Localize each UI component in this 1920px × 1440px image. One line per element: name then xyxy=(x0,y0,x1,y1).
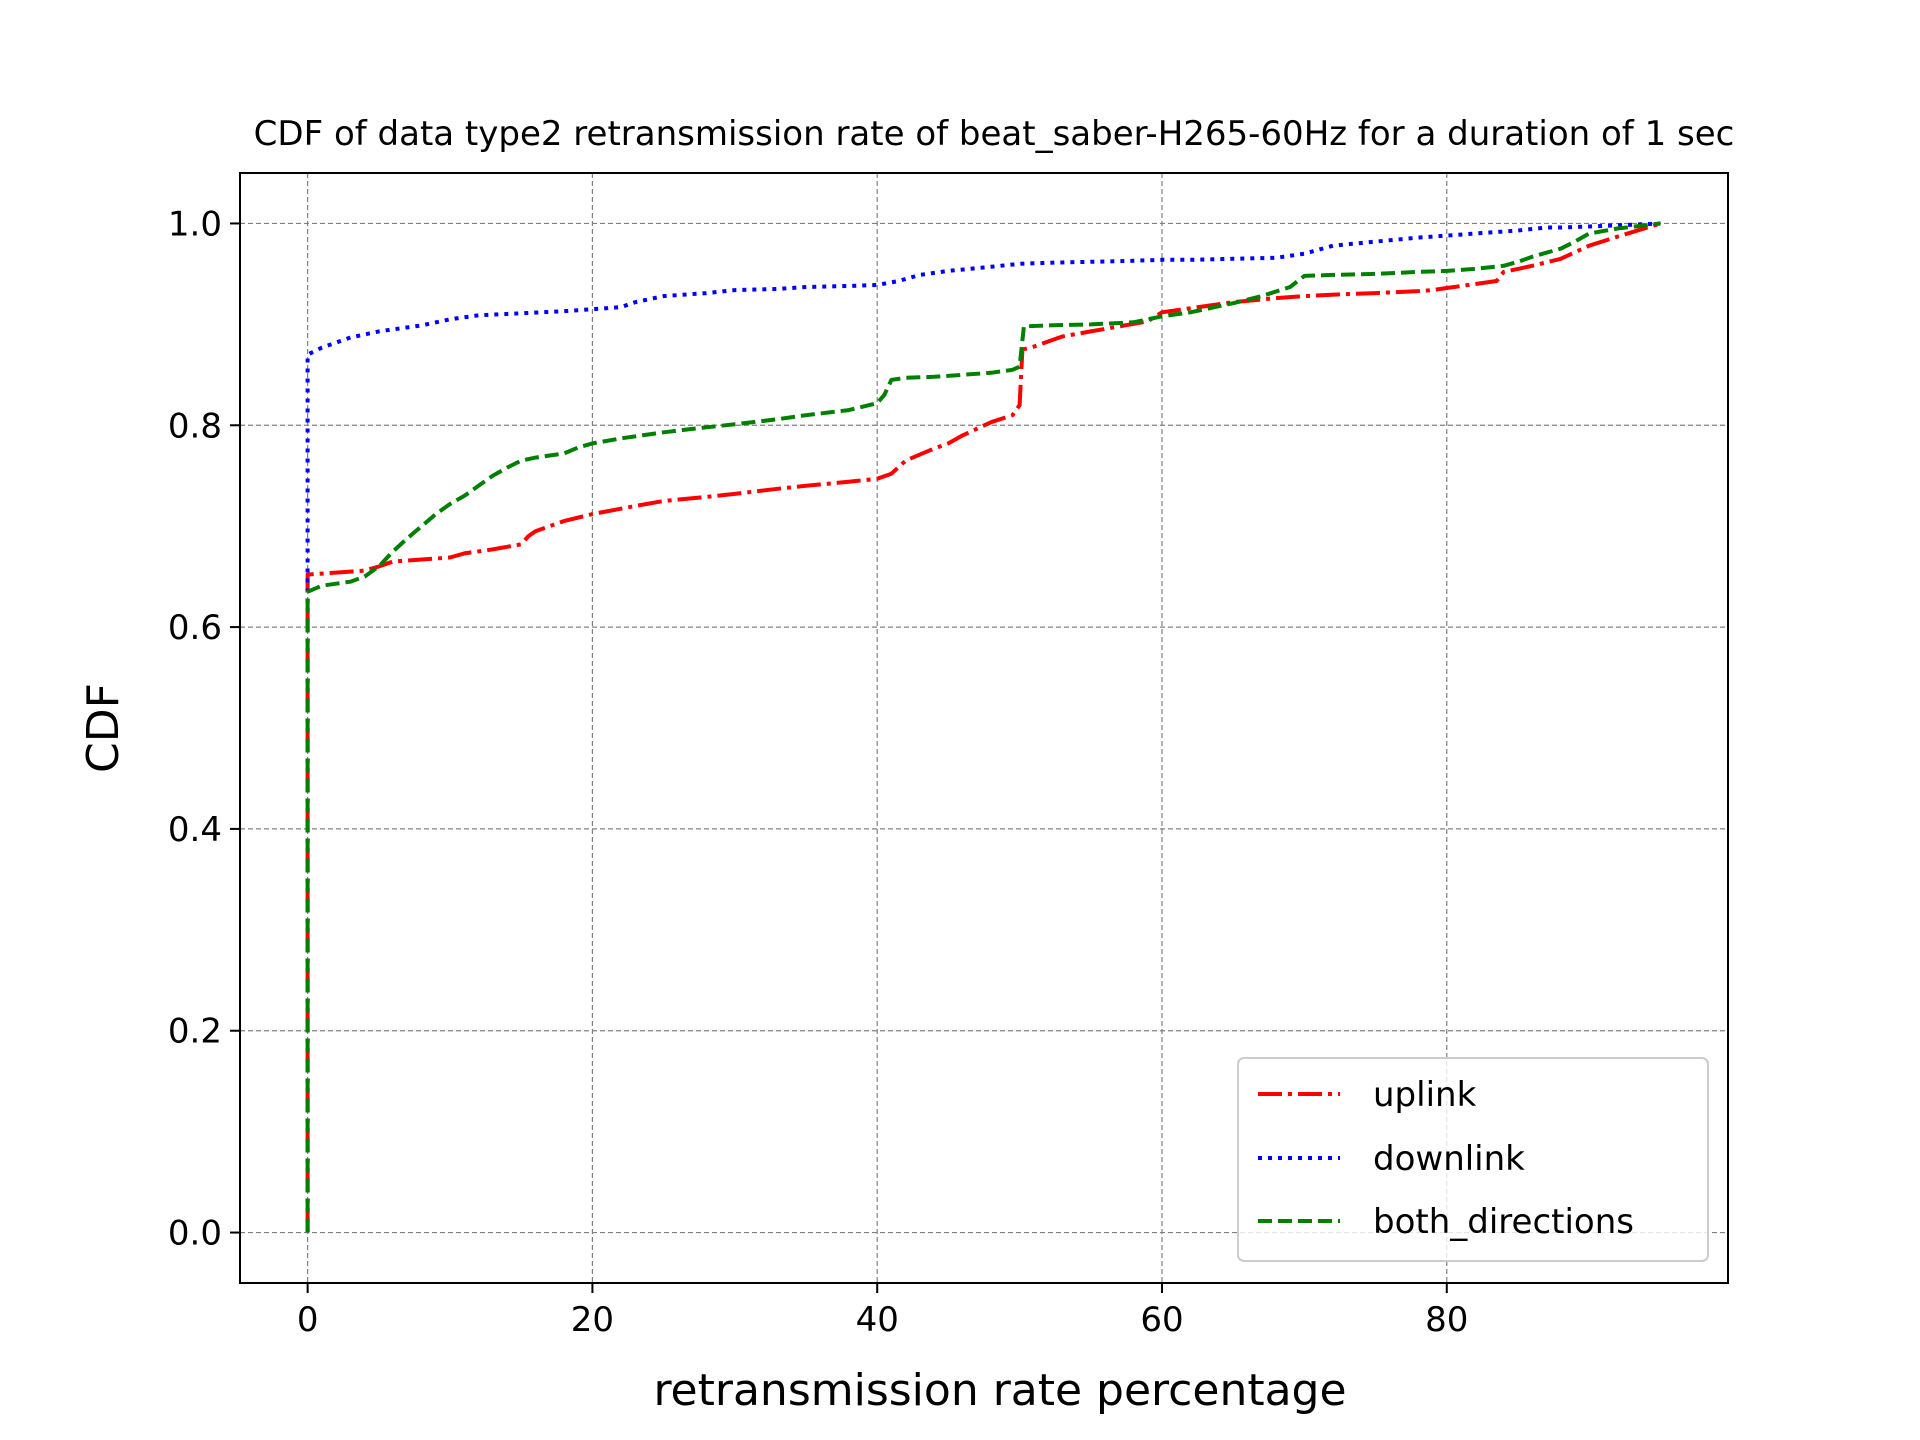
x-axis: 0 20 40 60 80 xyxy=(297,1283,1468,1340)
legend-box xyxy=(1237,1057,1709,1262)
y-tick-label: 1.0 xyxy=(168,204,222,244)
series-line-uplink xyxy=(305,221,1661,1233)
legend-label-both-directions: both_directions xyxy=(1373,1202,1634,1242)
y-tick-label: 0.0 xyxy=(168,1214,222,1254)
legend: uplink downlink both_directions xyxy=(1237,1057,1709,1262)
y-tick-label: 0.2 xyxy=(168,1012,222,1052)
plot-frame xyxy=(239,172,1729,1284)
x-tick-label: 20 xyxy=(571,1300,614,1340)
y-axis: 0.0 0.2 0.4 0.6 0.8 1.0 xyxy=(168,204,240,1254)
grid xyxy=(240,173,1728,1283)
y-tick-label: 0.8 xyxy=(168,406,222,446)
series-layer xyxy=(305,221,1661,1233)
x-tick-label: 60 xyxy=(1140,1300,1183,1340)
series-line-both-directions xyxy=(305,221,1661,1233)
x-axis-label: retransmission rate percentage xyxy=(653,1365,1346,1416)
legend-label-downlink: downlink xyxy=(1373,1139,1525,1179)
y-tick-label: 0.4 xyxy=(168,810,222,850)
y-axis-label: CDF xyxy=(78,683,129,773)
x-tick-label: 40 xyxy=(856,1300,899,1340)
legend-label-uplink: uplink xyxy=(1373,1075,1477,1115)
x-tick-label: 0 xyxy=(297,1300,319,1340)
chart-title: CDF of data type2 retransmission rate of… xyxy=(254,114,1735,154)
x-tick-label: 80 xyxy=(1425,1300,1468,1340)
y-tick-label: 0.6 xyxy=(168,608,222,648)
